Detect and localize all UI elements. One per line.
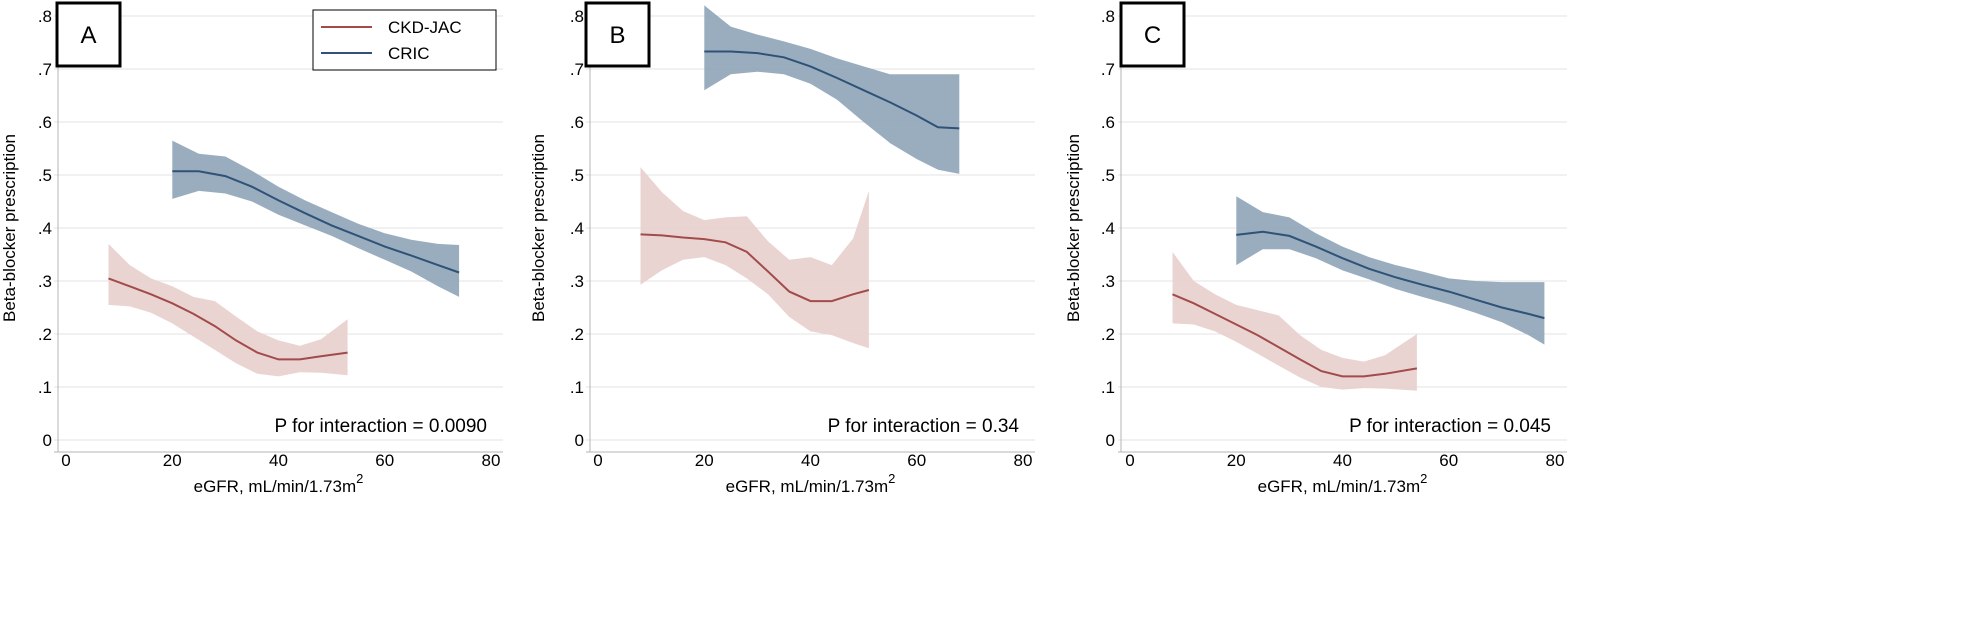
panel-label-box — [1119, 1, 1186, 68]
y-tick-label: .1 — [1101, 378, 1115, 397]
y-tick-label: .1 — [570, 378, 584, 397]
confidence-band-cric — [704, 5, 960, 174]
panel-label-box — [55, 1, 122, 68]
y-tick-label: .7 — [570, 60, 584, 79]
p-interaction-annotation: P for interaction = 0.34 — [828, 416, 1020, 437]
chart-panel-a: 0 .1 .2 .3 .4 .5 .6 .7 .8 0 20 40 60 80 A P for interac… — [0, 1, 503, 496]
x-tick-label: 0 — [593, 451, 602, 470]
y-tick-label: 0 — [575, 431, 584, 450]
x-tick-label: 80 — [1546, 451, 1565, 470]
x-tick-label: 60 — [907, 451, 926, 470]
x-tick-label: 40 — [1333, 451, 1352, 470]
y-axis-title: Beta-blocker prescription — [0, 134, 19, 322]
y-tick-label: .5 — [38, 166, 52, 185]
confidence-band-ckd-jac — [1172, 251, 1417, 391]
series-line-cric — [172, 170, 460, 274]
y-tick-label: .7 — [1101, 60, 1115, 79]
panel-label-box — [584, 1, 651, 68]
y-tick-label: .2 — [570, 325, 584, 344]
y-tick-label: .3 — [570, 272, 584, 291]
y-tick-label: .4 — [1101, 219, 1115, 238]
y-tick-label: .5 — [570, 166, 584, 185]
y-tick-label: .6 — [570, 113, 584, 132]
x-axis-title-superscript: 2 — [356, 471, 363, 486]
x-axis-title-superscript: 2 — [888, 471, 895, 486]
x-tick-label: 0 — [1125, 451, 1134, 470]
x-tick-label: 40 — [269, 451, 288, 470]
x-tick-label: 20 — [1227, 451, 1246, 470]
series-line-cric — [704, 50, 960, 130]
x-axis-title-superscript: 2 — [1420, 471, 1427, 486]
y-tick-label: .2 — [1101, 325, 1115, 344]
y-tick-label: .8 — [570, 7, 584, 26]
y-tick-label: .8 — [38, 7, 52, 26]
y-tick-label: .4 — [38, 219, 52, 238]
x-tick-label: 0 — [61, 451, 70, 470]
y-tick-label: .3 — [1101, 272, 1115, 291]
series-line-ckd-jac — [1172, 293, 1418, 378]
x-tick-label: 60 — [1439, 451, 1458, 470]
y-tick-label: .8 — [1101, 7, 1115, 26]
panel-label: C — [1144, 22, 1161, 49]
x-axis-title-main: eGFR, mL/min/1.73m — [194, 477, 357, 496]
y-tick-label: 0 — [43, 431, 52, 450]
y-tick-label: .6 — [1101, 113, 1115, 132]
panel-label: A — [80, 22, 96, 49]
legend-label-cric: CRIC — [388, 44, 430, 63]
y-tick-label: .4 — [570, 219, 584, 238]
x-tick-label: 80 — [482, 451, 501, 470]
legend-box — [312, 9, 497, 71]
y-tick-label: .6 — [38, 113, 52, 132]
x-axis-title-main: eGFR, mL/min/1.73m — [1258, 477, 1421, 496]
legend: CKD-JAC CRIC — [312, 9, 497, 71]
y-tick-label: .7 — [38, 60, 52, 79]
x-tick-label: 80 — [1014, 451, 1033, 470]
confidence-band-cric — [1236, 196, 1545, 345]
x-tick-label: 60 — [375, 451, 394, 470]
x-tick-label: 40 — [801, 451, 820, 470]
y-tick-label: .5 — [1101, 166, 1115, 185]
y-tick-label: .2 — [38, 325, 52, 344]
series-line-ckd-jac — [108, 277, 348, 361]
x-tick-label: 20 — [695, 451, 714, 470]
series-line-ckd-jac — [640, 233, 870, 303]
y-axis-title: Beta-blocker prescription — [1064, 134, 1083, 322]
y-tick-label: .1 — [38, 378, 52, 397]
chart-panel-c: 0 .1 .2 .3 .4 .5 .6 .7 .8 0 20 40 60 80 C P for interac… — [1064, 1, 1567, 496]
y-axis-title: Beta-blocker prescription — [529, 134, 548, 322]
confidence-band-ckd-jac — [640, 167, 869, 349]
x-tick-label: 20 — [163, 451, 182, 470]
p-interaction-annotation: P for interaction = 0.0090 — [275, 416, 488, 437]
chart-panel-b: 0 .1 .2 .3 .4 .5 .6 .7 .8 0 20 40 60 80 B P for interac… — [529, 1, 1035, 496]
p-interaction-annotation: P for interaction = 0.045 — [1349, 416, 1551, 437]
x-axis-title: eGFR, mL/min/1.73m2 — [726, 471, 896, 496]
x-axis-title-main: eGFR, mL/min/1.73m — [726, 477, 889, 496]
panel-label: B — [609, 22, 625, 49]
series-line-cric — [1236, 230, 1545, 320]
legend-label-ckd-jac: CKD-JAC — [388, 18, 462, 37]
x-axis-title: eGFR, mL/min/1.73m2 — [194, 471, 364, 496]
y-tick-label: .3 — [38, 272, 52, 291]
confidence-band-ckd-jac — [108, 243, 348, 377]
x-axis-title: eGFR, mL/min/1.73m2 — [1258, 471, 1428, 496]
y-tick-label: 0 — [1106, 431, 1115, 450]
